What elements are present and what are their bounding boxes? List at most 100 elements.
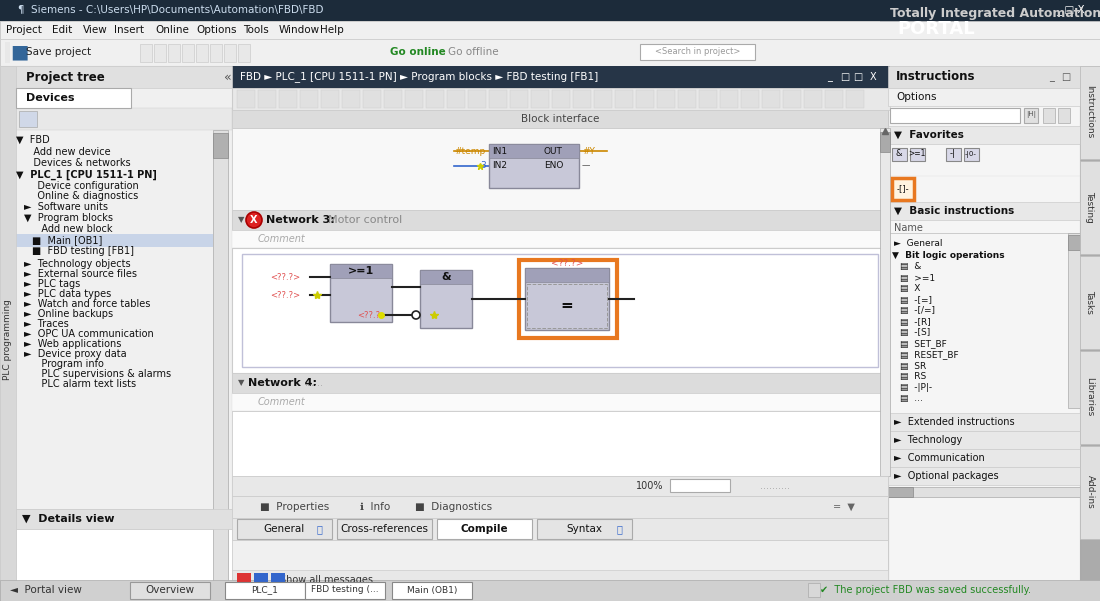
Text: ►  Traces: ► Traces	[24, 319, 68, 329]
Text: Cross-references: Cross-references	[340, 524, 428, 534]
Text: Add-ins: Add-ins	[1086, 475, 1094, 509]
Bar	[279, 90, 297, 108]
Bar	[1080, 256, 1100, 349]
Bar	[232, 88, 890, 110]
Text: Project: Project	[6, 25, 42, 35]
Text: General: General	[263, 524, 305, 534]
Bar	[1080, 161, 1100, 254]
Text: Add new block: Add new block	[32, 224, 112, 234]
Bar	[130, 582, 210, 599]
Text: ⓘ: ⓘ	[616, 524, 622, 534]
Bar	[232, 476, 888, 496]
Text: <??.?>: <??.?>	[358, 311, 387, 320]
Text: >=1: >=1	[348, 266, 374, 276]
Text: ▼  Favorites: ▼ Favorites	[894, 130, 964, 140]
Text: ►  Watch and force tables: ► Watch and force tables	[24, 299, 151, 309]
Text: ►  PLC data types: ► PLC data types	[24, 289, 111, 299]
Bar	[678, 90, 696, 108]
Bar	[130, 43, 640, 63]
Text: □: □	[854, 72, 862, 82]
Bar	[846, 90, 864, 108]
Bar	[825, 90, 843, 108]
Text: &: &	[441, 272, 451, 282]
Bar	[525, 268, 609, 330]
Bar	[804, 90, 822, 108]
Bar	[305, 582, 385, 599]
Text: Syntax: Syntax	[566, 524, 602, 534]
Bar	[527, 284, 607, 328]
Bar	[19, 111, 37, 127]
Text: ▤  -|P|-: ▤ -|P|-	[900, 383, 932, 392]
Bar	[0, 0, 1100, 21]
Bar	[337, 519, 432, 539]
Bar	[232, 210, 888, 230]
Text: ▤  SET_BF: ▤ SET_BF	[900, 340, 947, 349]
Text: ▤  >=1: ▤ >=1	[900, 273, 935, 282]
Text: #Y: #Y	[582, 147, 595, 156]
Bar	[946, 148, 961, 161]
Text: ▤  -[R]: ▤ -[R]	[900, 317, 931, 326]
Text: Network 4:: Network 4:	[248, 378, 317, 388]
Text: <??.?>: <??.?>	[270, 272, 300, 281]
Bar	[670, 479, 730, 492]
Text: Instructions: Instructions	[1086, 85, 1094, 139]
Bar	[888, 449, 1080, 467]
Text: |H|: |H|	[1026, 112, 1036, 118]
Text: «: «	[224, 70, 232, 84]
Bar	[196, 44, 208, 62]
Text: ►  Online backups: ► Online backups	[24, 309, 113, 319]
Text: Go online: Go online	[390, 47, 446, 57]
Bar	[16, 509, 232, 600]
Bar	[615, 90, 632, 108]
Bar	[1080, 446, 1100, 539]
Bar	[426, 90, 444, 108]
Text: #temp: #temp	[454, 147, 486, 156]
Text: &: &	[895, 150, 902, 159]
Bar	[140, 44, 152, 62]
Text: Overview: Overview	[145, 585, 195, 595]
Text: =: =	[561, 299, 573, 314]
Text: Options: Options	[197, 25, 236, 35]
Bar	[16, 234, 213, 247]
Bar	[880, 0, 1100, 65]
Text: ►  External source files: ► External source files	[24, 269, 138, 279]
Bar	[258, 90, 276, 108]
Bar	[880, 132, 890, 152]
Text: _ □ X: _ □ X	[1056, 5, 1085, 16]
Text: PLC programming: PLC programming	[3, 299, 12, 380]
Bar	[490, 144, 579, 188]
Bar	[236, 519, 332, 539]
Bar	[232, 496, 888, 518]
Text: ▤  -[S]: ▤ -[S]	[900, 329, 931, 338]
Text: Edit: Edit	[53, 25, 73, 35]
Text: Libraries: Libraries	[1086, 377, 1094, 416]
Bar	[490, 144, 579, 158]
Text: Online & diagnostics: Online & diagnostics	[28, 191, 139, 201]
Bar	[232, 373, 888, 393]
Bar	[226, 582, 305, 599]
Bar	[232, 66, 890, 88]
Bar	[213, 130, 228, 600]
Bar	[232, 540, 888, 600]
Text: ▤  &: ▤ &	[900, 263, 922, 272]
Text: Options: Options	[896, 92, 936, 102]
Text: ■  Diagnostics: ■ Diagnostics	[415, 502, 492, 512]
Bar	[16, 66, 232, 88]
Text: ►  Optional packages: ► Optional packages	[894, 471, 999, 481]
Bar	[1068, 233, 1080, 408]
Text: ►  OPC UA communication: ► OPC UA communication	[24, 329, 154, 339]
Text: FBD testing (...: FBD testing (...	[311, 585, 378, 594]
Text: Instructions: Instructions	[896, 70, 976, 84]
Text: Go offline: Go offline	[448, 47, 498, 57]
Bar	[537, 519, 632, 539]
Text: ▤  X: ▤ X	[900, 284, 921, 293]
Bar	[0, 580, 1100, 601]
Bar	[888, 487, 913, 497]
Text: -|: -|	[950, 150, 956, 159]
Bar	[888, 413, 1080, 431]
Text: X: X	[251, 215, 257, 225]
Circle shape	[246, 212, 262, 228]
Bar	[783, 90, 801, 108]
Bar	[1058, 108, 1070, 123]
Bar	[420, 270, 472, 328]
